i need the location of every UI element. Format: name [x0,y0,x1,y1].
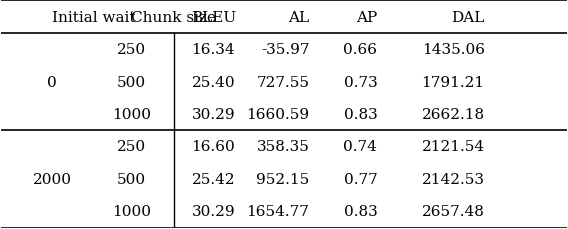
Text: 30.29: 30.29 [191,108,235,121]
Text: 952.15: 952.15 [256,172,310,186]
Text: 1654.77: 1654.77 [247,204,310,218]
Text: 0.77: 0.77 [344,172,377,186]
Text: 16.34: 16.34 [191,43,235,57]
Text: 2662.18: 2662.18 [421,108,485,121]
Text: 0.74: 0.74 [344,140,377,154]
Text: 0.83: 0.83 [344,204,377,218]
Text: 2000: 2000 [33,172,72,186]
Text: -35.97: -35.97 [261,43,310,57]
Text: 2121.54: 2121.54 [421,140,485,154]
Text: 358.35: 358.35 [257,140,310,154]
Text: Chunk size: Chunk size [131,11,216,25]
Text: 0: 0 [47,75,57,89]
Text: 1660.59: 1660.59 [247,108,310,121]
Text: 500: 500 [117,172,146,186]
Text: 25.40: 25.40 [191,75,235,89]
Text: 727.55: 727.55 [256,75,310,89]
Text: 500: 500 [117,75,146,89]
Text: Initial wait: Initial wait [52,11,136,25]
Text: 0.73: 0.73 [344,75,377,89]
Text: 2657.48: 2657.48 [422,204,485,218]
Text: 1000: 1000 [112,108,151,121]
Text: BLEU: BLEU [191,11,236,25]
Text: 0.66: 0.66 [343,43,377,57]
Text: AP: AP [356,11,377,25]
Text: 1435.06: 1435.06 [421,43,485,57]
Text: 30.29: 30.29 [191,204,235,218]
Text: 0.83: 0.83 [344,108,377,121]
Text: DAL: DAL [452,11,485,25]
Text: 25.42: 25.42 [191,172,235,186]
Text: 1791.21: 1791.21 [421,75,485,89]
Text: 2142.53: 2142.53 [421,172,485,186]
Text: 250: 250 [117,43,146,57]
Text: 1000: 1000 [112,204,151,218]
Text: 16.60: 16.60 [191,140,235,154]
Text: AL: AL [289,11,310,25]
Text: 250: 250 [117,140,146,154]
